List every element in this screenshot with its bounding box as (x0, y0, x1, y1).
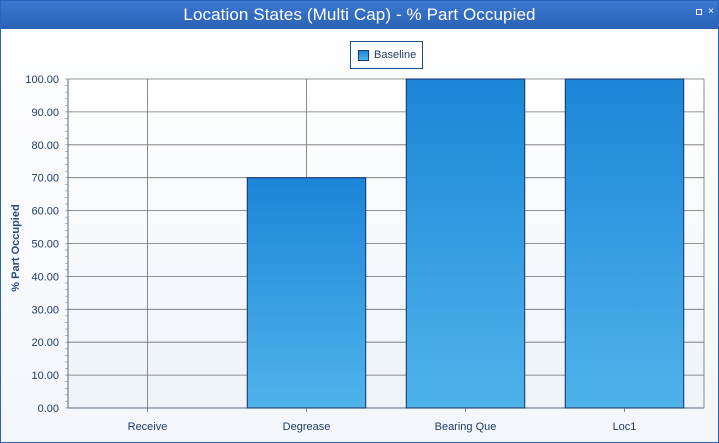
x-tick-label: Degrease (283, 421, 331, 433)
window-title: Location States (Multi Cap) - % Part Occ… (183, 5, 536, 24)
y-tick-label: 40.00 (31, 271, 59, 283)
y-tick-label: 0.00 (38, 403, 59, 415)
restore-icon[interactable] (696, 9, 702, 15)
y-tick-label: 10.00 (31, 370, 59, 382)
title-bar: Location States (Multi Cap) - % Part Occ… (1, 1, 718, 29)
y-tick-label: 20.00 (31, 337, 59, 349)
y-tick-label: 100.00 (25, 74, 59, 86)
x-tick-label: Receive (128, 421, 168, 433)
y-tick-label: 30.00 (31, 304, 59, 316)
x-tick-label: Bearing Que (435, 421, 497, 433)
bar (405, 78, 526, 409)
bar (246, 177, 367, 409)
y-tick-label: 60.00 (31, 206, 59, 218)
y-tick-label: 70.00 (31, 173, 59, 185)
y-tick-label: 50.00 (31, 239, 59, 251)
x-tick-label: Loc1 (613, 421, 637, 433)
legend-swatch (358, 50, 369, 61)
y-tick-label: 80.00 (31, 140, 59, 152)
chart-legend: Baseline (350, 41, 423, 69)
close-icon[interactable]: × (708, 6, 714, 17)
bar (564, 78, 685, 409)
legend-label: Baseline (374, 49, 417, 61)
y-tick-label: 90.00 (31, 107, 59, 119)
